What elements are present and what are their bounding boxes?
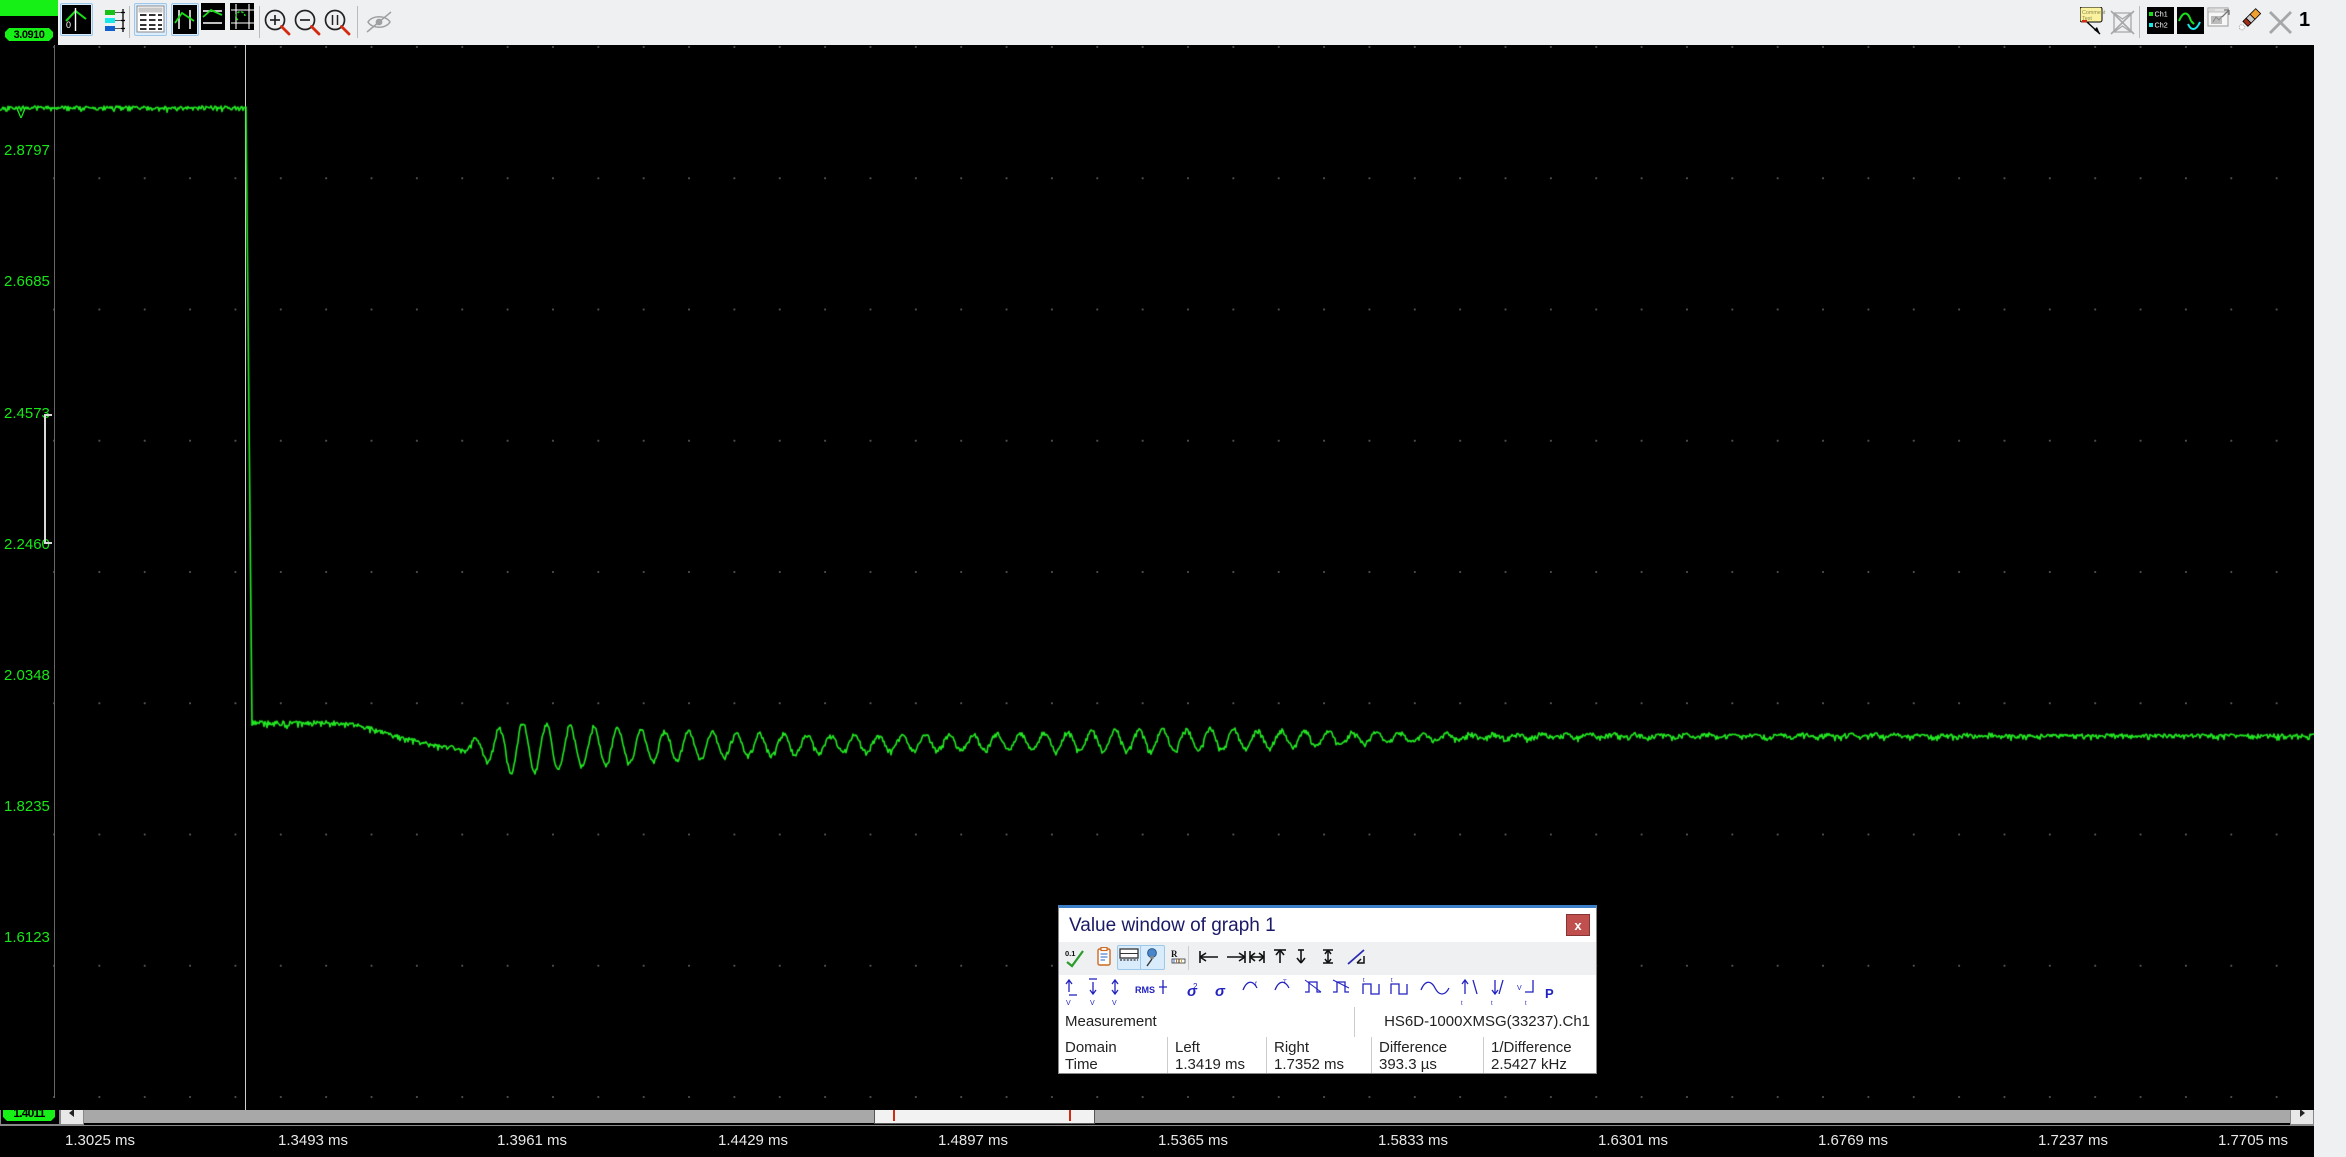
svg-text:Ch1: Ch1 bbox=[2155, 10, 2168, 19]
svg-text:0: 0 bbox=[66, 20, 71, 30]
svg-text:t: t bbox=[1363, 978, 1365, 984]
svg-text:V: V bbox=[1112, 1000, 1117, 1007]
svg-text:0.1: 0.1 bbox=[1065, 949, 1075, 958]
svg-text:P: P bbox=[1545, 986, 1554, 1001]
svg-text:Ch2: Ch2 bbox=[2155, 21, 2168, 30]
svg-text:t: t bbox=[1391, 978, 1393, 984]
svg-text:V: V bbox=[1090, 1000, 1095, 1007]
svg-text:V: V bbox=[1066, 1000, 1071, 1007]
svg-text:2: 2 bbox=[1193, 982, 1198, 991]
svg-text:RMS: RMS bbox=[1135, 985, 1155, 995]
svg-text:T: T bbox=[1283, 980, 1287, 986]
svg-text:R: R bbox=[1171, 949, 1178, 959]
svg-text:V: V bbox=[1517, 985, 1522, 992]
svg-text:σ: σ bbox=[1215, 983, 1226, 1000]
